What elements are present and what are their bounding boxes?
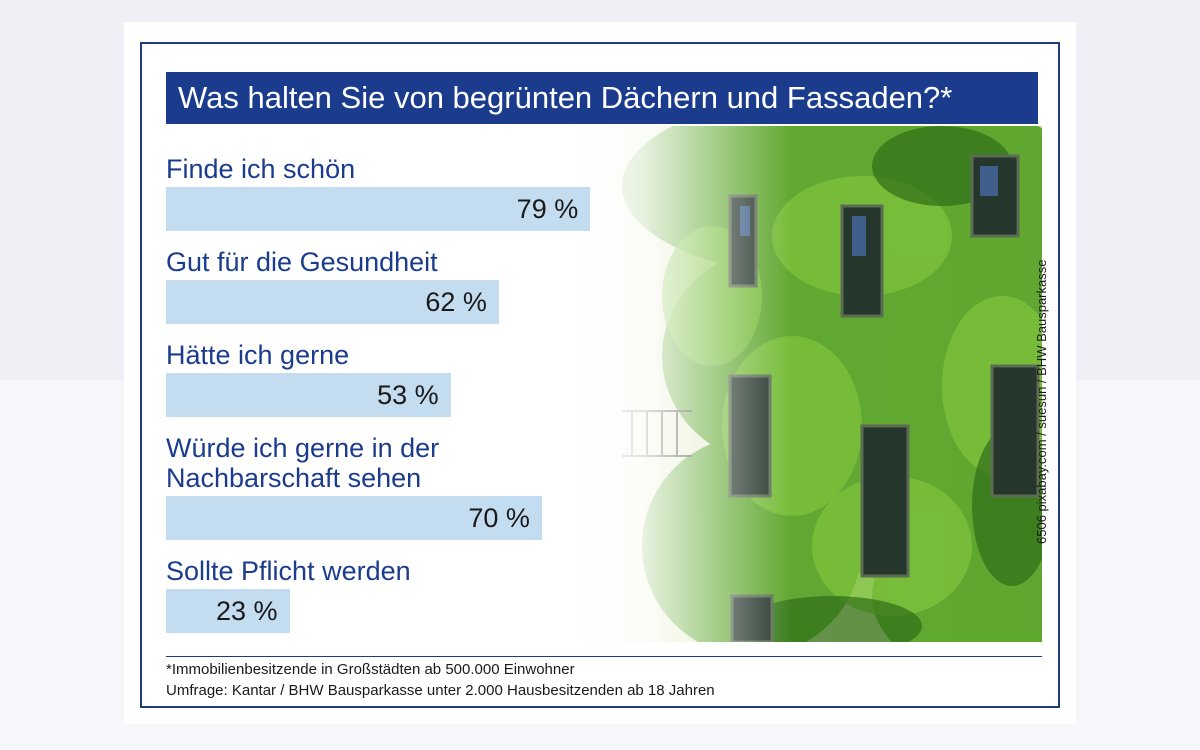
footnote-source: Umfrage: Kantar / BHW Bausparkasse unter… [166, 682, 715, 699]
chart-title: Was halten Sie von begrünten Dächern und… [166, 72, 1038, 124]
category-label-line: Hätte ich gerne [166, 340, 350, 370]
category-label: Hätte ich gerne [166, 340, 586, 370]
category-label-line: Gut für die Gesundheit [166, 247, 438, 277]
bar-value-label: 70 % [468, 503, 530, 533]
bar-value-label: 79 % [516, 194, 579, 224]
category-label: Gut für die Gesundheit [166, 247, 586, 277]
category-label-line: Sollte Pflicht werden [166, 556, 411, 586]
bar-value-label: 53 % [377, 380, 439, 410]
category-label-line: Nachbarschaft sehen [166, 463, 422, 493]
footer-divider [166, 656, 1042, 657]
footnote-sample: *Immobilienbesitzende in Großstädten ab … [166, 661, 575, 678]
bar-value-label: 62 % [425, 287, 487, 317]
bar [166, 187, 591, 231]
category-label: Sollte Pflicht werden [166, 556, 586, 586]
bar [166, 373, 451, 417]
category-label: Würde ich gerne in der Nachbarschaft sehe… [166, 433, 586, 493]
infographic-frame: Was halten Sie von begrünten Dächern und… [140, 42, 1060, 708]
photo-credit: 6506 pixabay.com / suesun / BHW Bauspark… [1034, 259, 1049, 544]
photo-fade-overlay [562, 126, 792, 642]
category-label: Finde ich schön [166, 154, 586, 184]
bar [166, 589, 290, 633]
category-label-line: Würde ich gerne in der [166, 433, 440, 463]
category-label-line: Finde ich schön [166, 154, 356, 184]
bar-value-label: 23 % [215, 596, 278, 626]
bar [166, 496, 542, 540]
bar [166, 280, 499, 324]
